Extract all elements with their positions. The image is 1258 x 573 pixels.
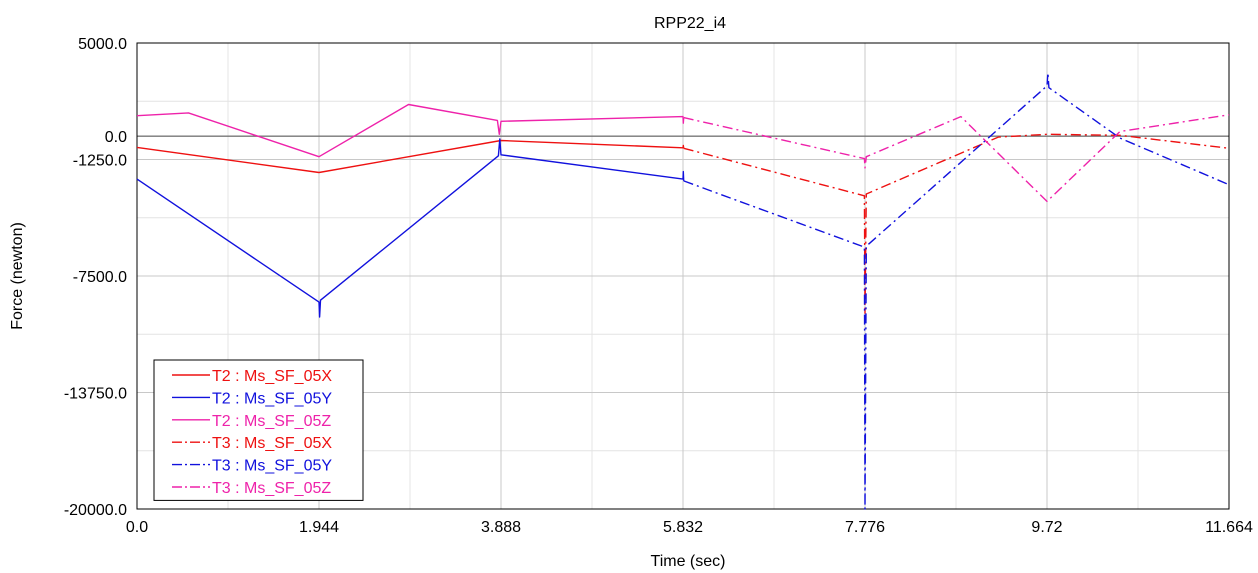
legend-label: T2 : Ms_SF_05Z <box>212 413 331 430</box>
plot-frame <box>136 42 1230 510</box>
legend-label: T3 : Ms_SF_05Y <box>212 458 332 475</box>
chart-title: RPP22_i4 <box>654 15 726 32</box>
axes <box>136 42 1230 510</box>
series-line-2 <box>136 138 685 318</box>
y-tick-label: -1250.0 <box>73 153 127 170</box>
y-tick-label: 5000.0 <box>78 36 127 53</box>
tick-labels: 0.0 1.944 3.888 5.832 7.776 9.72 11.664 5000.0 0… <box>64 36 1253 536</box>
x-tick-label: 3.888 <box>481 519 521 536</box>
x-axis-label: Time (sec) <box>651 553 726 570</box>
x-tick-label: 11.664 <box>1205 519 1253 536</box>
series-line-6 <box>683 114 1230 203</box>
y-tick-label: -20000.0 <box>64 502 127 519</box>
legend: T2 : Ms_SF_05X T2 : Ms_SF_05Y T2 : Ms_SF_0… <box>153 359 364 501</box>
y-tick-label: -7500.0 <box>73 269 127 286</box>
x-tick-label: 9.72 <box>1031 519 1062 536</box>
y-axis-label: Force (newton) <box>9 222 26 330</box>
y-tick-label: -13750.0 <box>64 386 127 403</box>
series-line-1 <box>136 139 685 174</box>
y-tick-label: 0.0 <box>105 129 127 146</box>
series-lines <box>136 72 1230 510</box>
series-line-5 <box>683 72 1230 510</box>
legend-label: T2 : Ms_SF_05X <box>212 368 332 385</box>
legend-label: T3 : Ms_SF_05Z <box>212 480 331 497</box>
legend-label: T2 : Ms_SF_05Y <box>212 390 332 407</box>
x-tick-label: 0.0 <box>126 519 148 536</box>
x-tick-label: 7.776 <box>845 519 885 536</box>
x-tick-label: 1.944 <box>299 519 339 536</box>
legend-label: T3 : Ms_SF_05X <box>212 435 332 452</box>
x-tick-label: 5.832 <box>663 519 703 536</box>
legend-box <box>153 359 364 501</box>
series-line-3 <box>136 103 685 158</box>
series-line-4 <box>683 133 1230 314</box>
